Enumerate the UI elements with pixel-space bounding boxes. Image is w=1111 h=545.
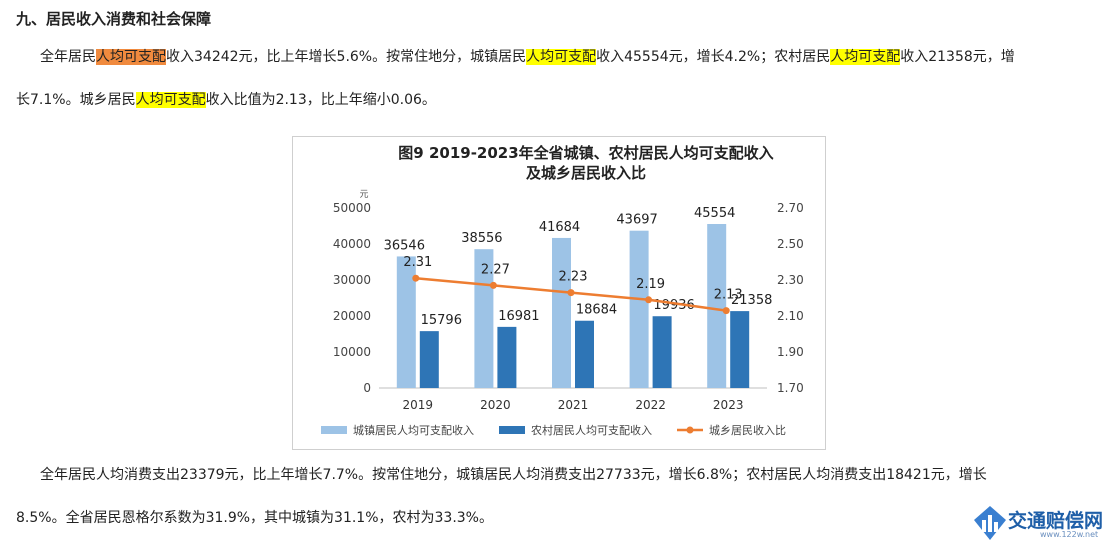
ratio-point xyxy=(412,274,420,282)
y-left-tick-label: 10000 xyxy=(333,345,371,359)
income-line1-highlight-5: 人均可支配 xyxy=(830,49,901,65)
ratio-point xyxy=(645,296,653,304)
y-right-tick-label: 2.10 xyxy=(777,309,804,323)
income-line2-text-0: 长7.1%。城乡居民 xyxy=(16,92,136,108)
legend-label: 城乡居民收入比 xyxy=(709,423,786,437)
bar-rural xyxy=(575,320,594,388)
legend-swatch xyxy=(499,426,525,434)
data-label-ratio: 2.19 xyxy=(636,277,665,292)
data-label-urban: 41684 xyxy=(539,220,580,235)
y-axis-unit: 元 xyxy=(359,190,368,200)
bar-urban xyxy=(629,230,649,388)
data-label-urban: 36546 xyxy=(384,238,425,253)
data-label-rural: 16981 xyxy=(498,309,539,324)
y-left-tick-label: 50000 xyxy=(333,201,371,215)
data-label-rural: 18684 xyxy=(576,303,617,318)
bar-rural xyxy=(652,316,672,388)
bar-urban xyxy=(707,224,727,388)
income-line2-highlight-1: 人均可支配 xyxy=(135,92,206,108)
income-paragraph-line1: 全年居民人均可支配收入34242元，比上年增长5.6%。按常住地分，城镇居民人均… xyxy=(40,47,1015,67)
section-heading: 九、居民收入消费和社会保障 xyxy=(16,10,212,28)
y-right-tick-label: 2.70 xyxy=(777,201,804,215)
x-tick-label: 2020 xyxy=(480,398,511,412)
consumption-paragraph-line2: 8.5%。全省居民恩格尔系数为31.9%，其中城镇为31.1%，农村为33.3%… xyxy=(16,510,493,526)
y-right-tick-label: 2.50 xyxy=(777,237,804,251)
chart-title-line2: 及城乡居民收入比 xyxy=(526,164,646,182)
bar-rural xyxy=(419,331,439,388)
legend-swatch-point xyxy=(686,426,694,434)
data-label-urban: 38556 xyxy=(461,231,502,246)
y-right-tick-label: 1.70 xyxy=(777,381,804,395)
income-chart-svg: 图9 2019-2023年全省城镇、农村居民人均可支配收入 及城乡居民收入比 元… xyxy=(321,144,804,437)
ratio-point xyxy=(489,281,497,289)
data-label-urban: 43697 xyxy=(616,213,657,228)
income-paragraph-line2: 长7.1%。城乡居民人均可支配收入比值为2.13，比上年缩小0.06。 xyxy=(16,90,436,110)
income-line2-text-2: 收入比值为2.13，比上年缩小0.06。 xyxy=(205,92,436,108)
data-label-ratio: 2.13 xyxy=(714,288,743,303)
x-tick-label: 2021 xyxy=(558,398,589,412)
data-label-rural: 15796 xyxy=(421,313,462,328)
data-label-ratio: 2.31 xyxy=(403,255,432,270)
legend-label: 农村居民人均可支配收入 xyxy=(531,423,652,437)
chart-title-line1: 图9 2019-2023年全省城镇、农村居民人均可支配收入 xyxy=(398,144,773,162)
x-tick-label: 2022 xyxy=(635,398,666,412)
y-left-tick-label: 40000 xyxy=(333,237,371,251)
data-label-ratio: 2.27 xyxy=(481,262,510,277)
y-right-tick-label: 1.90 xyxy=(777,345,804,359)
legend-label: 城镇居民人均可支配收入 xyxy=(353,423,474,437)
income-line1-text-2: 收入34242元，比上年增长5.6%。按常住地分，城镇居民 xyxy=(166,49,527,65)
ratio-point xyxy=(567,289,575,297)
bar-rural xyxy=(730,311,750,388)
data-label-ratio: 2.23 xyxy=(559,270,588,285)
data-label-urban: 45554 xyxy=(694,206,735,221)
y-right-tick-label: 2.30 xyxy=(777,273,804,287)
data-label-rural: 21358 xyxy=(731,293,772,308)
ratio-point xyxy=(722,307,730,315)
y-left-tick-label: 0 xyxy=(363,381,371,395)
site-logo-name: 交通赔偿网 xyxy=(1008,510,1104,532)
income-line1-text-6: 收入21358元，增 xyxy=(900,49,1015,65)
income-line1-text-0: 全年居民 xyxy=(40,49,96,65)
income-chart: 图9 2019-2023年全省城镇、农村居民人均可支配收入 及城乡居民收入比 元… xyxy=(292,136,826,450)
x-tick-label: 2023 xyxy=(713,398,744,412)
y-left-tick-label: 20000 xyxy=(333,309,371,323)
income-line1-highlight-1: 人均可支配 xyxy=(96,49,166,65)
site-logo-url: www.122w.net xyxy=(1040,530,1099,539)
income-line1-highlight-3: 人均可支配 xyxy=(526,49,597,65)
consumption-paragraph-line1: 全年居民人均消费支出23379元，比上年增长7.7%。按常住地分，城镇居民人均消… xyxy=(40,467,987,483)
x-tick-label: 2019 xyxy=(403,398,434,412)
site-logo-icon xyxy=(974,506,1006,540)
legend-swatch xyxy=(321,426,347,434)
income-line1-text-4: 收入45554元，增长4.2%；农村居民 xyxy=(596,49,831,65)
bar-urban xyxy=(396,256,416,388)
y-left-tick-label: 30000 xyxy=(333,273,371,287)
bar-rural xyxy=(497,326,517,388)
bar-urban xyxy=(552,237,571,388)
